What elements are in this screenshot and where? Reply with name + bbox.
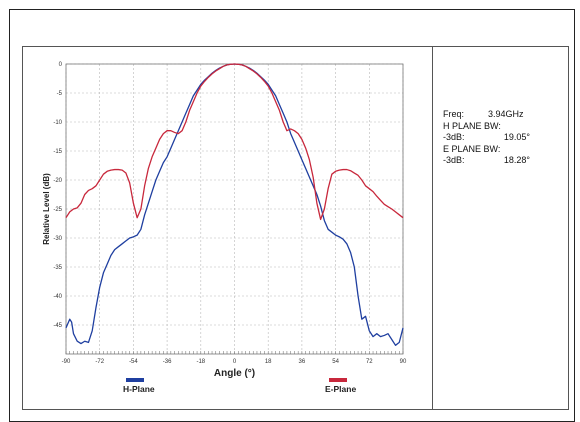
y-tick-label: -35 bbox=[53, 265, 62, 271]
y-tick-label: -15 bbox=[53, 149, 62, 155]
e-3db-row: -3dB: 18.28° bbox=[443, 155, 563, 167]
info-panel: Freq: 3.94GHz H PLANE BW: -3dB: 19.05° E… bbox=[443, 109, 563, 167]
x-tick-label: 90 bbox=[400, 359, 407, 365]
x-tick-label: -36 bbox=[163, 359, 172, 365]
x-tick-label: 54 bbox=[332, 359, 339, 365]
x-tick-label: -54 bbox=[129, 359, 138, 365]
y-tick-label: -45 bbox=[53, 323, 62, 329]
h-3db-value: 19.05° bbox=[503, 132, 530, 142]
h-plane-bw-label: H PLANE BW: bbox=[443, 120, 501, 131]
panel-divider bbox=[432, 46, 433, 410]
x-tick-label: -72 bbox=[95, 359, 104, 365]
x-minor-ticks bbox=[65, 351, 404, 354]
legend-swatch-e-plane bbox=[329, 378, 347, 382]
h-3db-label: -3dB: bbox=[443, 132, 465, 142]
x-tick-label: -90 bbox=[62, 359, 71, 365]
y-tick-label: 0 bbox=[59, 62, 63, 68]
h-3db-row: -3dB: 19.05° bbox=[443, 132, 563, 144]
y-tick-label: -25 bbox=[53, 207, 62, 213]
x-tick-label: 72 bbox=[366, 359, 373, 365]
grid bbox=[65, 63, 404, 354]
legend-label-e-plane: E-Plane bbox=[325, 384, 357, 394]
freq-label: Freq: bbox=[443, 109, 465, 119]
e-3db-label: -3dB: bbox=[443, 155, 465, 165]
x-tick-label: 18 bbox=[265, 359, 272, 365]
x-tick-labels: -90 -72 -54 -36 -18 0 18 36 54 72 90 bbox=[62, 359, 407, 365]
y-tick-label: -30 bbox=[53, 236, 62, 242]
series-line-e-plane bbox=[65, 63, 404, 221]
y-tick-label: -5 bbox=[57, 91, 63, 97]
series-lines bbox=[65, 63, 404, 346]
h-plane-bw-row: H PLANE BW: bbox=[443, 121, 563, 133]
y-tick-labels: 0 -5 -10 -15 -20 -25 -30 -35 -40 -45 bbox=[53, 62, 62, 329]
x-tick-label: 36 bbox=[299, 359, 306, 365]
y-axis-label: Relative Level (dB) bbox=[42, 173, 51, 245]
freq-row: Freq: 3.94GHz bbox=[443, 109, 563, 121]
e-plane-bw-row: E PLANE BW: bbox=[443, 144, 563, 156]
x-tick-label: 0 bbox=[233, 359, 237, 365]
legend-label-h-plane: H-Plane bbox=[123, 384, 155, 394]
y-tick-label: -20 bbox=[53, 178, 62, 184]
x-axis-label: Angle (°) bbox=[214, 368, 255, 379]
e-plane-bw-label: E PLANE BW: bbox=[443, 143, 501, 154]
chart-panel bbox=[22, 46, 569, 410]
x-tick-label: -18 bbox=[196, 359, 205, 365]
e-3db-value: 18.28° bbox=[503, 155, 530, 165]
legend-swatch-h-plane bbox=[126, 378, 144, 382]
freq-value: 3.94GHz bbox=[488, 109, 524, 119]
y-tick-label: -40 bbox=[53, 294, 62, 300]
y-tick-label: -10 bbox=[53, 120, 62, 126]
